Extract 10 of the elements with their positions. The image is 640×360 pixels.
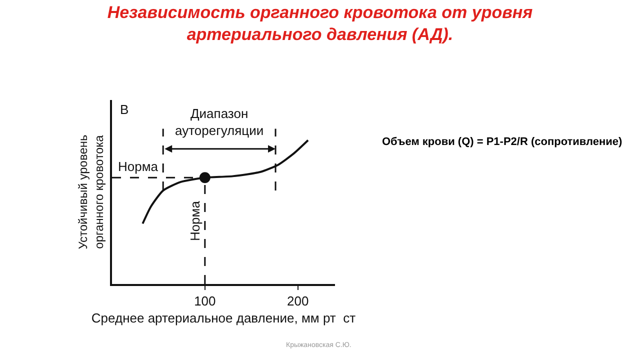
chart-title: Независимость органного кровотока от уровня артериального давления (АД). <box>107 3 533 44</box>
x-tick-label: 200 <box>286 294 309 309</box>
text: В <box>120 102 129 117</box>
y-axis-title: Устойчивый уровень органного кровотока <box>76 134 106 250</box>
text: Объем крови (Q) = P1-P2/R (сопротивление) <box>382 136 623 148</box>
ref-line-label: Норма <box>188 200 203 242</box>
text: Диапазон ауторегуляции <box>175 106 264 138</box>
ref-line-label: Норма <box>118 159 159 174</box>
x-axis-title: Среднее артериальное давление, мм рт ст <box>91 310 356 326</box>
x-tick-label: 100 <box>194 294 216 309</box>
